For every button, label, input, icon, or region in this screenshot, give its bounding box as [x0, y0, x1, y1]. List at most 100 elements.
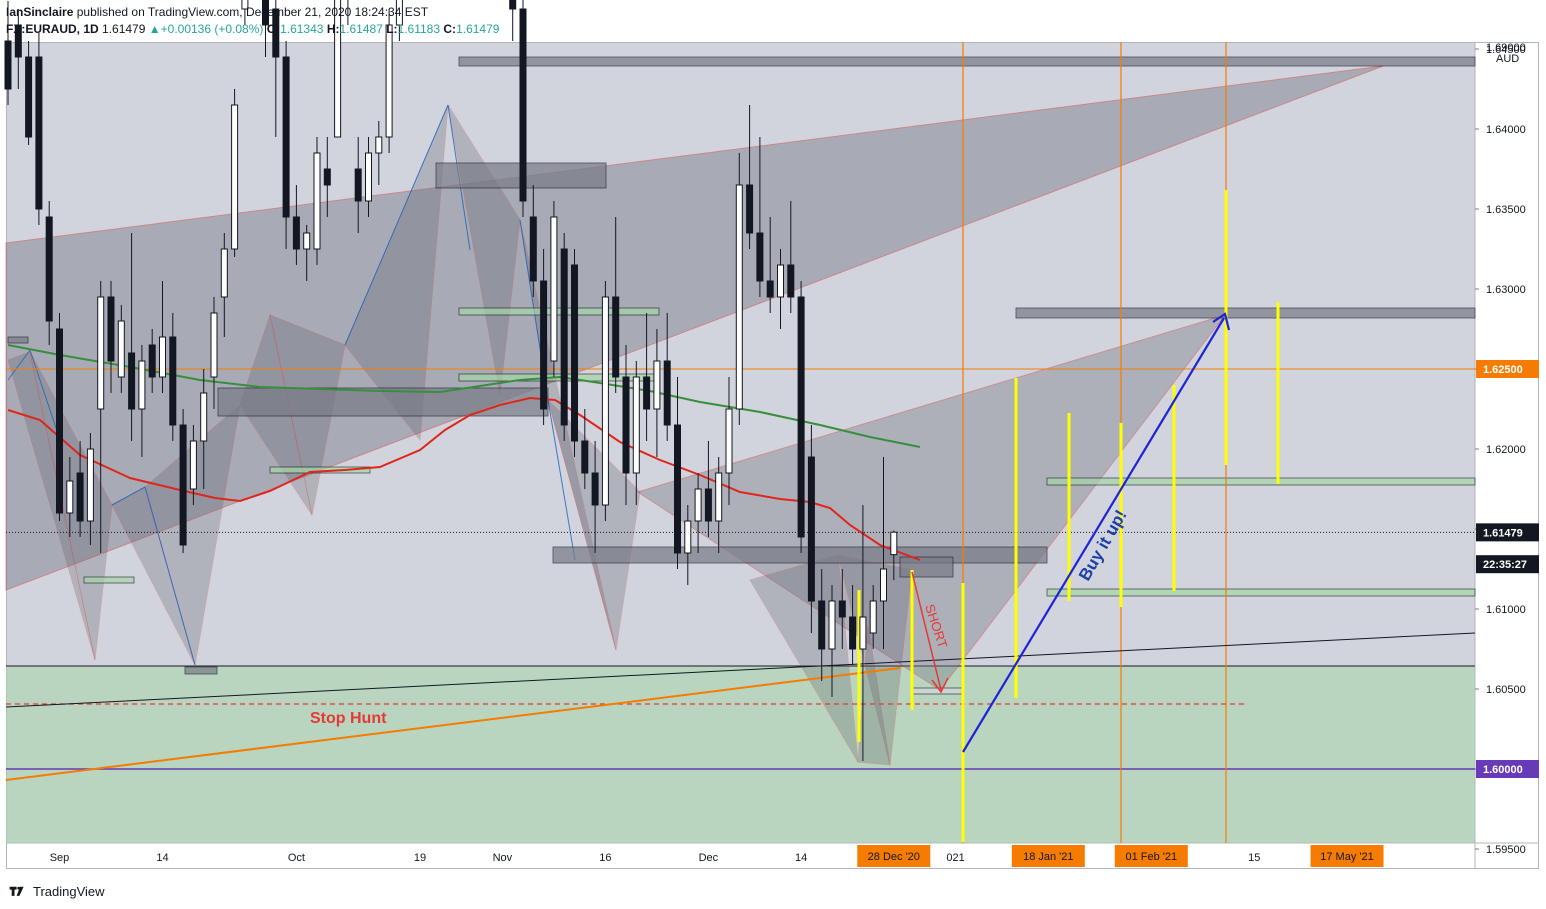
candle-body [756, 232, 764, 282]
low-value: 1.61183 [397, 22, 441, 36]
candle [632, 361, 640, 505]
candle-body [220, 248, 228, 298]
harmonic-leg [547, 399, 576, 561]
candle-body [159, 336, 166, 378]
candle-body [14, 24, 22, 58]
candle-body [869, 600, 877, 634]
candle-body [818, 600, 826, 650]
candle [272, 0, 280, 137]
candle [303, 225, 311, 281]
candle-body [725, 408, 733, 474]
candle [231, 89, 239, 257]
price-label-tag [1476, 555, 1539, 574]
drawings-layer [5, 42, 1476, 843]
candle-body [601, 296, 609, 506]
orange-trendline [5, 667, 901, 781]
candle-body [715, 472, 723, 522]
candle [76, 441, 84, 537]
candle [622, 345, 630, 505]
candle-body [179, 424, 187, 546]
candle [189, 425, 197, 505]
sma-line [7, 344, 921, 448]
price-tick-label: 1.69000 [1486, 42, 1526, 54]
price-label-tag [1476, 523, 1539, 542]
zone-box [1046, 477, 1476, 486]
candle-body [519, 8, 527, 202]
candle-body [622, 376, 630, 474]
candle [395, 0, 403, 41]
candle [550, 201, 558, 377]
candle-body [66, 480, 74, 514]
candle-body [282, 56, 290, 218]
date-tag-text: 01 Feb '21 [1125, 851, 1177, 863]
candle [128, 233, 136, 441]
candle-body [571, 264, 578, 442]
candle [45, 201, 53, 345]
candle [653, 329, 661, 457]
candle [725, 377, 733, 505]
candle [385, 9, 393, 153]
symbol-line: FX:EURAUD, 1D 1.61479 ▲+0.00136 (+0.08%)… [6, 21, 1536, 38]
rising-wedge-shape [5, 65, 1384, 591]
date-tag [1011, 845, 1085, 867]
time-tick-label: 16 [599, 852, 611, 864]
time-axis[interactable]: Sep 14 Oct 19 Nov 16 Dec 14 021 15 28 Dec '20 18 Ja… [50, 845, 1384, 867]
candle-body [612, 296, 620, 378]
zone-box [552, 546, 1048, 564]
date-tag [1114, 845, 1188, 867]
candle [849, 585, 857, 665]
candle [220, 233, 228, 337]
candle-body [395, 0, 403, 26]
candle-body [653, 360, 661, 410]
buy-arrow-head [1212, 312, 1231, 331]
candle [4, 1, 12, 105]
candle [766, 217, 774, 313]
harmonic-leg [144, 486, 196, 666]
candle-body [303, 232, 311, 250]
candle-body [632, 376, 640, 474]
candle-body [849, 616, 857, 650]
candle-body [200, 392, 208, 442]
black-trendline [5, 632, 1476, 708]
symbol-name[interactable]: FX:EURAUD, 1D [6, 22, 99, 36]
candle-body [838, 600, 846, 618]
short-arrow-head [931, 677, 949, 694]
candle [787, 201, 795, 313]
candle [262, 0, 269, 57]
candle-body [354, 168, 362, 202]
footer-branding[interactable]: TradingView [8, 881, 105, 901]
candle [838, 569, 846, 649]
harmonic-leg [111, 486, 146, 506]
candle [828, 585, 836, 697]
candle [807, 425, 815, 633]
harmonic-leg [7, 349, 31, 381]
published-text: published on TradingView.com, December 2… [76, 5, 429, 19]
open-label: O: [266, 22, 281, 36]
candle-body [334, 0, 342, 138]
candle [663, 313, 671, 441]
candle [56, 313, 63, 521]
candle-body [787, 264, 795, 298]
candle [560, 233, 568, 441]
time-tick-label: 15 [1248, 852, 1260, 864]
candle [347, 0, 349, 25]
date-tag-text: 17 May '21 [1320, 851, 1373, 863]
zone-box [1046, 588, 1476, 597]
price-tick-label: 1.64000 [1486, 124, 1526, 136]
candle [117, 305, 125, 393]
candle [519, 0, 527, 217]
high-label: H: [326, 22, 340, 36]
candle [735, 153, 743, 425]
zone-box [1015, 307, 1476, 319]
candle-body [766, 280, 774, 298]
time-tick-label: Oct [288, 852, 305, 864]
candle-body [292, 216, 300, 250]
candle-body [138, 360, 146, 410]
author-name[interactable]: IanSinclaire [6, 5, 74, 19]
price-tick-label: 1.64500 [1486, 44, 1526, 56]
candle [859, 505, 867, 761]
brand-name: TradingView [33, 883, 105, 899]
buy-arrow-line [962, 317, 1225, 753]
